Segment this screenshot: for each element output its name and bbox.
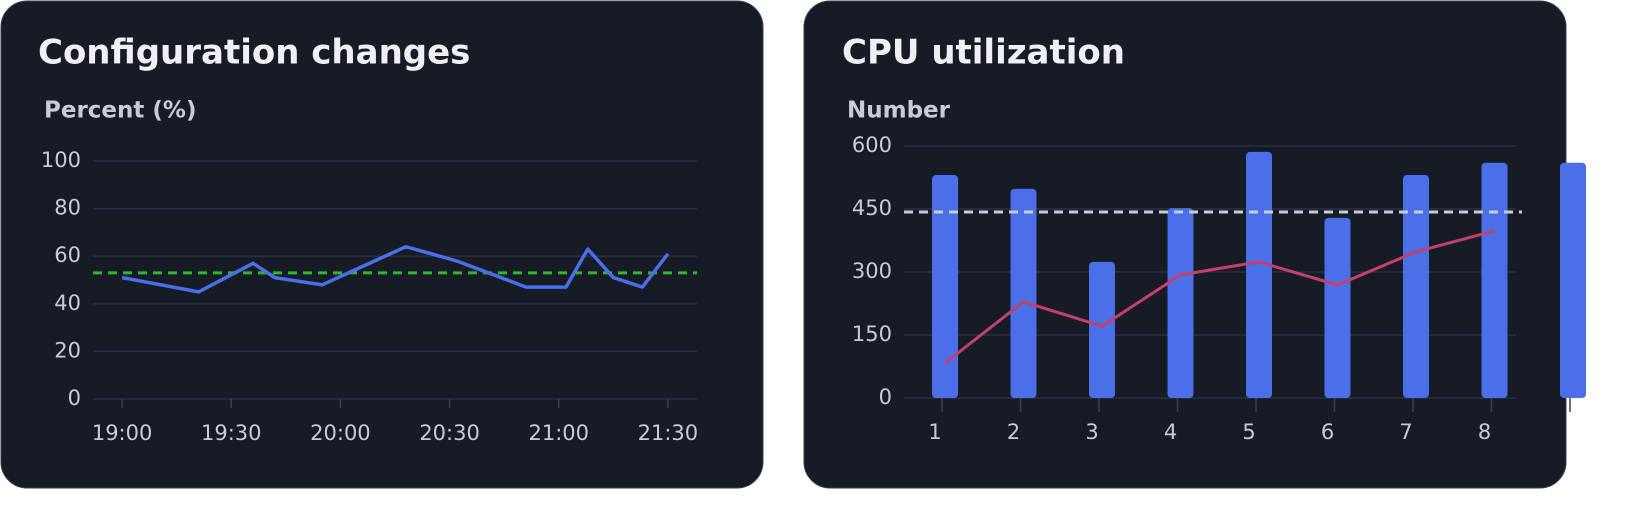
bar bbox=[1246, 151, 1272, 398]
x-tick-label: 19:30 bbox=[201, 421, 262, 445]
bar bbox=[1403, 174, 1429, 398]
bar bbox=[1560, 162, 1586, 398]
panel bbox=[0, 0, 764, 489]
y-tick-label: 40 bbox=[54, 291, 81, 315]
y-tick-label: 300 bbox=[852, 259, 892, 283]
line-series bbox=[944, 229, 1495, 365]
y-axis-label: Percent (%) bbox=[44, 98, 196, 124]
chart-title: CPU utilization bbox=[842, 33, 1125, 73]
y-tick-label: 600 bbox=[852, 133, 892, 157]
x-tick-label: 1 bbox=[928, 420, 941, 444]
y-tick-label: 0 bbox=[879, 385, 892, 409]
y-tick-label: 60 bbox=[54, 243, 81, 267]
x-tick-label: 7 bbox=[1399, 420, 1412, 444]
y-tick-label: 80 bbox=[54, 196, 81, 220]
x-tick-label: 19:00 bbox=[92, 421, 153, 445]
bar bbox=[1481, 162, 1508, 398]
chart-title: Configuration changes bbox=[38, 33, 470, 73]
x-tick-label: 21:30 bbox=[638, 421, 699, 445]
bar bbox=[1167, 208, 1194, 398]
bar bbox=[1324, 217, 1351, 398]
y-tick-label: 0 bbox=[68, 386, 81, 410]
x-tick-label: 4 bbox=[1164, 420, 1177, 444]
x-tick-label: 20:00 bbox=[310, 421, 371, 445]
x-tick-label: 20:30 bbox=[419, 421, 480, 445]
x-tick-label: 21:00 bbox=[528, 421, 589, 445]
x-tick-label: 3 bbox=[1085, 420, 1098, 444]
y-tick-label: 150 bbox=[852, 322, 892, 346]
x-tick-label: 8 bbox=[1478, 420, 1491, 444]
x-tick-label: 5 bbox=[1242, 420, 1255, 444]
line-series bbox=[121, 244, 670, 294]
y-tick-label: 100 bbox=[41, 148, 81, 172]
bar bbox=[932, 174, 958, 398]
x-tick-label: 6 bbox=[1321, 420, 1334, 444]
bar bbox=[1089, 261, 1115, 398]
x-tick-label: 2 bbox=[1007, 420, 1020, 444]
y-tick-label: 20 bbox=[54, 338, 81, 362]
y-axis-label: Number bbox=[847, 98, 951, 124]
bar bbox=[1010, 188, 1037, 398]
y-tick-label: 450 bbox=[852, 196, 892, 220]
